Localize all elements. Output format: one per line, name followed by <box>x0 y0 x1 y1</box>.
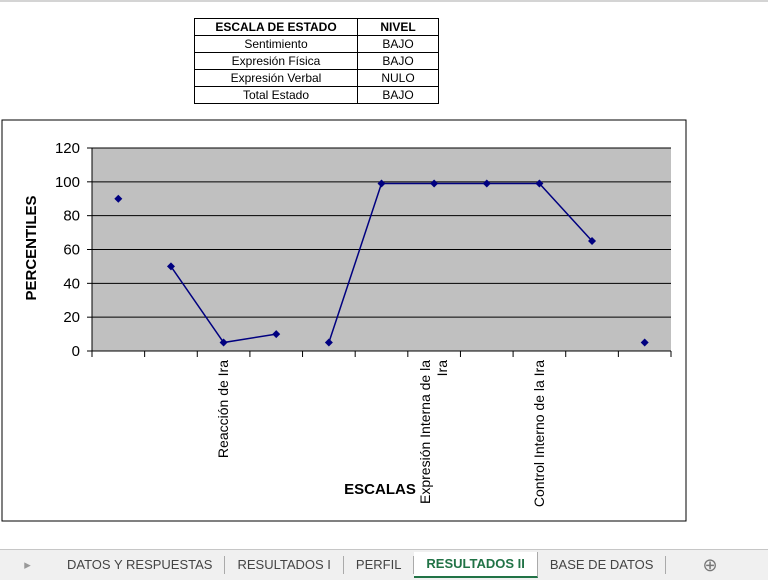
data-point <box>377 179 386 188</box>
x-tick-label: Control Interno de la Ira <box>530 360 547 508</box>
data-point <box>219 338 228 347</box>
data-point <box>482 179 491 188</box>
y-tick-label: 40 <box>63 275 80 292</box>
data-point <box>430 179 439 188</box>
table-row: Expresión Verbal NULO <box>194 69 439 87</box>
y-tick-label: 60 <box>63 242 80 259</box>
table-cell: Sentimiento <box>194 35 358 53</box>
y-axis-title: PERCENTILES <box>23 195 40 300</box>
table-cell: Total Estado <box>194 86 358 104</box>
data-point <box>535 179 544 188</box>
sheet-tabs: ▸ DATOS Y RESPUESTAS RESULTADOS I PERFIL RES… <box>0 549 768 580</box>
sheet-tab[interactable]: PERFIL <box>344 556 415 574</box>
x-axis-title: ESCALAS <box>344 481 416 498</box>
sheet-tab[interactable]: DATOS Y RESPUESTAS <box>55 556 226 574</box>
data-point <box>114 194 123 203</box>
header-cell: NIVEL <box>357 18 439 36</box>
data-point <box>324 338 333 347</box>
top-border <box>0 0 768 2</box>
data-point <box>166 262 175 271</box>
y-tick-label: 20 <box>63 309 80 326</box>
table-row: Sentimiento BAJO <box>194 35 439 53</box>
sheet-tab[interactable]: RESULTADOS I <box>225 556 344 574</box>
data-point <box>272 330 281 339</box>
table-cell: NULO <box>357 69 439 87</box>
series-line <box>328 182 593 343</box>
x-tick-label: Reacción de Ira <box>215 360 232 459</box>
y-tick-label: 100 <box>55 174 80 191</box>
status-table: ESCALA DE ESTADO NIVEL Sentimiento BAJO Expr… <box>194 18 439 104</box>
y-tick-label: 120 <box>55 140 80 157</box>
chart: PERCENTILES ESCALAS 0 20 40 60 80 100 120 <box>1 119 687 522</box>
y-tick-label: 0 <box>72 343 80 360</box>
table-cell: Expresión Física <box>194 52 358 70</box>
data-point <box>640 338 649 347</box>
data-point <box>588 237 597 246</box>
scroll-arrow[interactable]: ▸ <box>24 557 31 572</box>
table-cell: BAJO <box>357 35 439 53</box>
x-tick-label: Expresión Interna de la Ira <box>417 360 451 504</box>
sheet-tab[interactable]: RESULTADOS II <box>414 552 538 578</box>
y-tick-label: 80 <box>63 208 80 225</box>
add-sheet-button[interactable]: ⊕ <box>702 554 718 575</box>
table-cell: BAJO <box>357 86 439 104</box>
sheet-tab[interactable]: BASE DE DATOS <box>538 556 667 574</box>
table-row: Total Estado BAJO <box>194 86 439 104</box>
